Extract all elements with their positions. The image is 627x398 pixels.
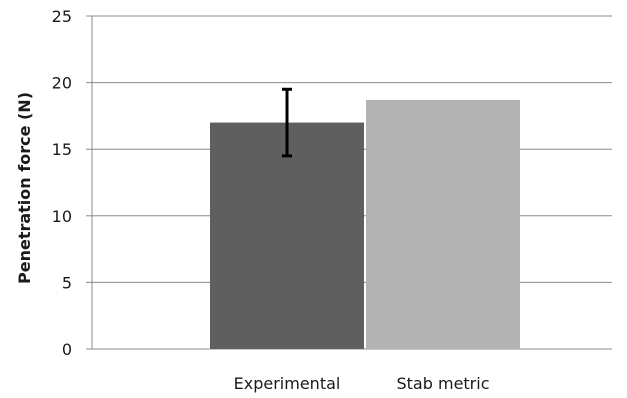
category-label: Stab metric [397, 374, 490, 393]
category-labels: Experimental Stab metric [234, 374, 490, 393]
bar-experimental [210, 122, 364, 349]
y-tick-label: 25 [52, 7, 72, 26]
y-tick-labels: 0 5 10 15 20 25 [52, 7, 72, 359]
y-axis-title: Penetration force (N) [15, 92, 34, 284]
y-tick-label: 5 [62, 273, 72, 292]
y-tick-label: 0 [62, 340, 72, 359]
bar-stab-metric [366, 99, 520, 349]
error-bar [282, 87, 292, 158]
bars [210, 99, 520, 349]
category-label: Experimental [234, 374, 341, 393]
error-bars [282, 87, 292, 158]
y-tick-label: 15 [52, 140, 72, 159]
y-tick-label: 20 [52, 74, 72, 93]
y-tick-label: 10 [52, 207, 72, 226]
